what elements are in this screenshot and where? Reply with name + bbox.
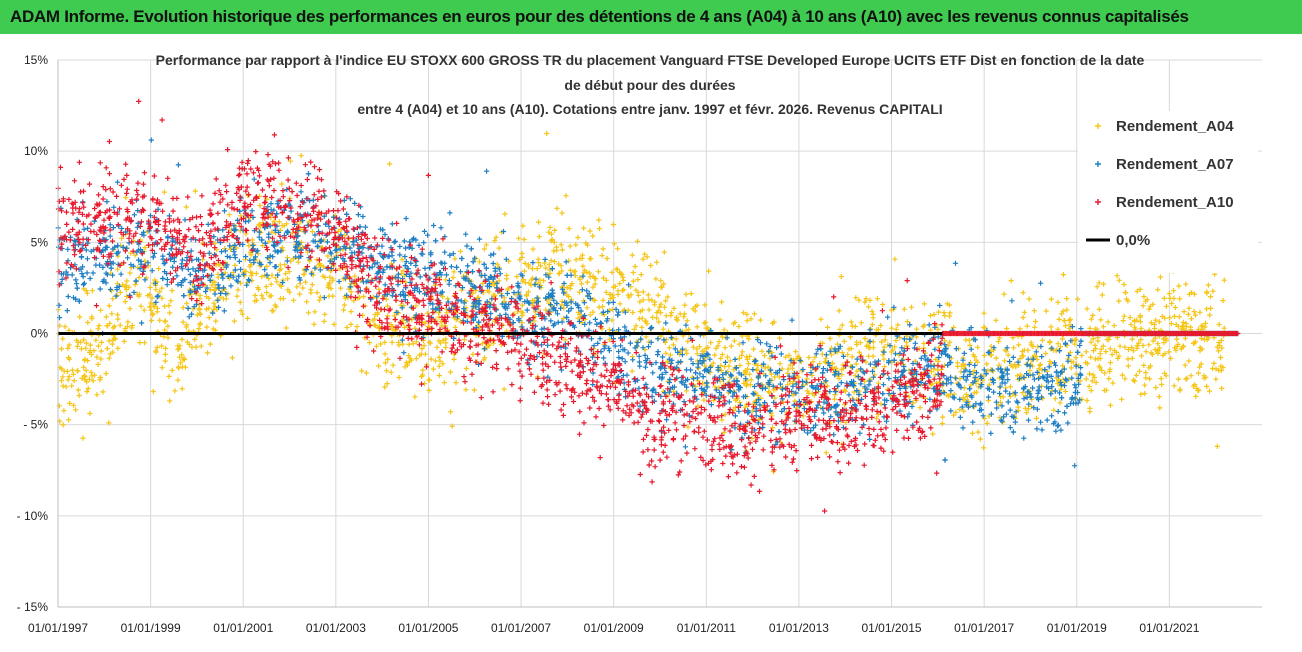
report-banner: ADAM Informe. Evolution historique des p… xyxy=(0,0,1302,34)
